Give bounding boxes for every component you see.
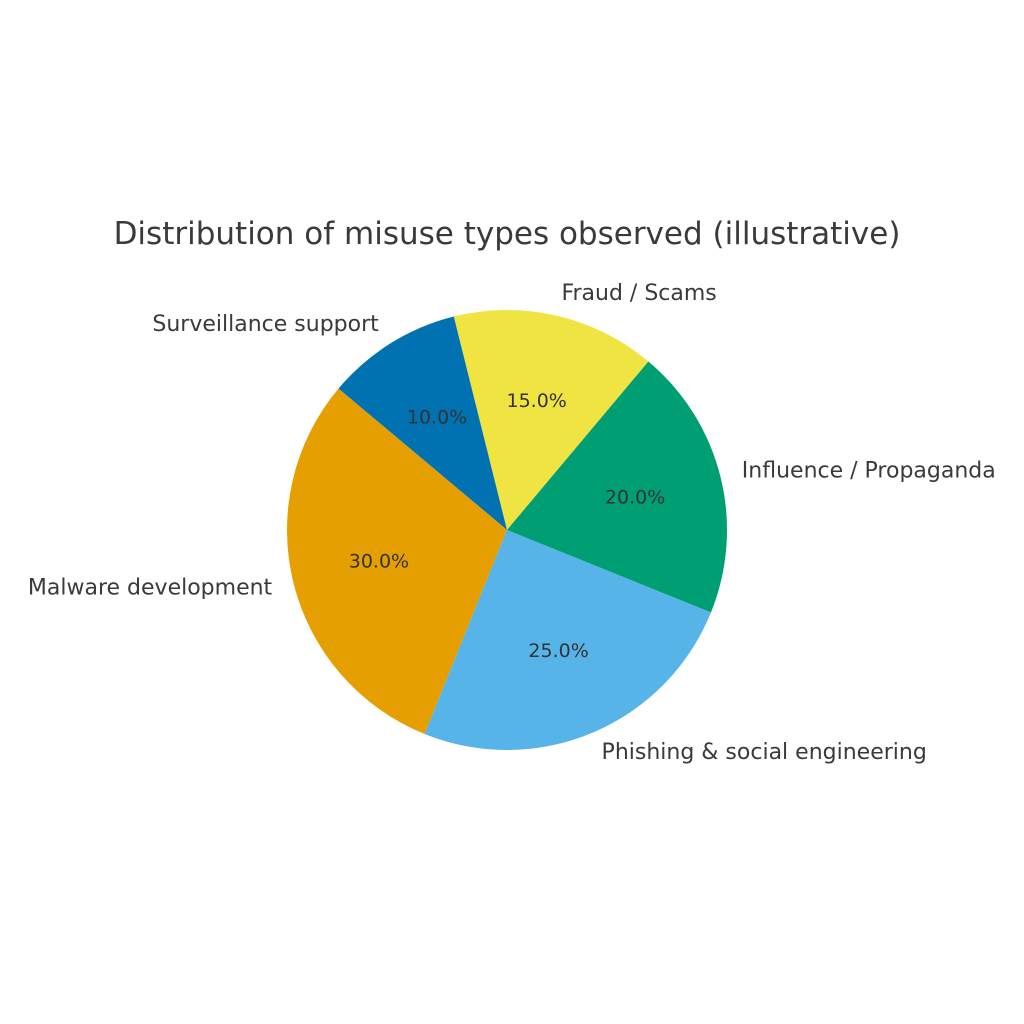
slice-percent-surveillance-support: 10.0%	[407, 407, 467, 429]
pie-slices	[286, 309, 727, 750]
slice-surveillance-support	[338, 316, 507, 530]
pie-labels: Fraud / Scams 15.0% Surveillance support 10…	[28, 281, 996, 765]
slice-percent-influence-propaganda: 20.0%	[605, 487, 665, 509]
slice-influence-propaganda	[507, 361, 727, 613]
slice-label-fraud-scams: Fraud / Scams	[561, 281, 716, 306]
slice-label-malware-development: Malware development	[28, 576, 273, 601]
slice-phishing-social-engineering	[424, 530, 711, 750]
slice-percent-malware-development: 30.0%	[349, 550, 409, 572]
chart-title: Distribution of misuse types observed (i…	[114, 216, 901, 252]
slice-label-phishing-social-engineering: Phishing & social engineering	[602, 740, 927, 765]
slice-percent-phishing-social-engineering: 25.0%	[528, 640, 588, 662]
slice-fraud-scams	[453, 309, 649, 530]
slice-label-influence-propaganda: Influence / Propaganda	[742, 458, 996, 483]
slice-label-surveillance-support: Surveillance support	[152, 312, 379, 337]
slice-percent-fraud-scams: 15.0%	[507, 390, 567, 412]
slice-malware-development	[286, 388, 507, 734]
